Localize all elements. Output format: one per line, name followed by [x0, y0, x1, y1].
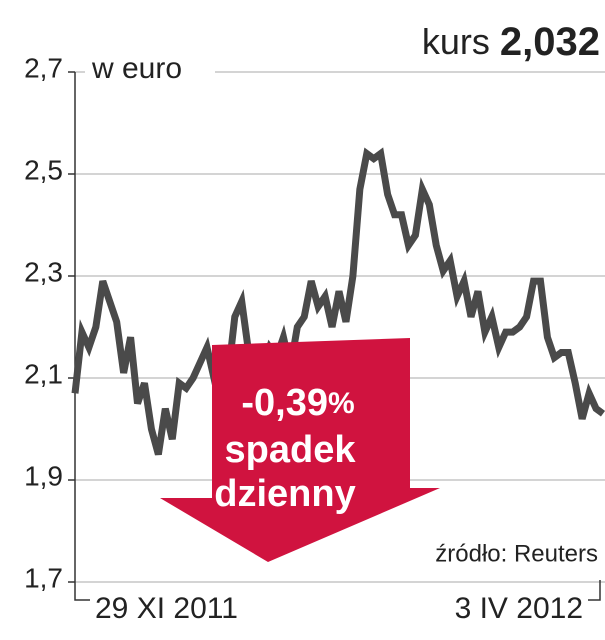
y-tick-label: 2,5: [24, 154, 63, 185]
line: [71, 147, 605, 456]
y-axis-label: w euro: [91, 52, 182, 85]
down-arrow: [160, 338, 440, 562]
annotation: dzienny: [214, 473, 355, 515]
chart-title: kurs 2,032: [422, 20, 600, 64]
x-tick-label: 29 XI 2011: [95, 592, 238, 625]
y-tick-label: 2,3: [24, 256, 63, 287]
x-tick-label: 3 IV 2012: [455, 592, 583, 625]
y-tick-label: 2,1: [24, 358, 63, 389]
change-label: -0,39%: [241, 382, 354, 424]
annotation: spadek: [225, 429, 357, 471]
axis: [74, 72, 601, 601]
source: źródło: Reuters: [435, 540, 598, 567]
label-bg: [85, 55, 215, 89]
y-tick-label: 2,7: [24, 52, 63, 83]
y-tick-label: 1,7: [24, 562, 63, 593]
y-tick-label: 1,9: [24, 460, 63, 491]
